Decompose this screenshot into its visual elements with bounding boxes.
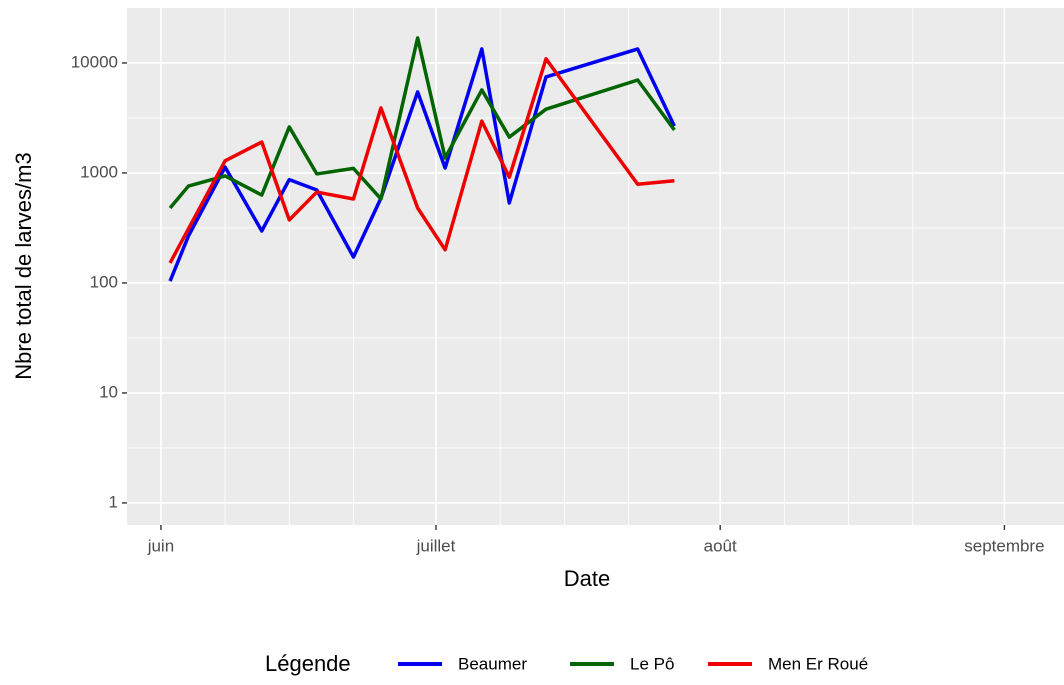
data-line (168, 57, 675, 264)
y-tick-label: 10 (99, 382, 118, 401)
x-axis-title: Date (564, 566, 610, 591)
y-tick-label: 1000 (80, 162, 118, 181)
legend-title: Légende (265, 651, 351, 676)
x-tick-label: juin (147, 536, 174, 555)
y-tick-label: 100 (90, 272, 118, 291)
y-axis-title: Nbre total de larves/m3 (11, 152, 36, 379)
legend-label: Beaumer (458, 654, 527, 673)
panel-background (127, 8, 1064, 525)
legend-label: Men Er Roué (768, 654, 868, 673)
plot-lines (168, 36, 676, 282)
y-tick-label: 10000 (71, 52, 118, 71)
x-tick-label: août (704, 536, 737, 555)
x-tick-label: juillet (416, 536, 456, 555)
data-line (168, 36, 676, 210)
x-tick-label: septembre (964, 536, 1044, 555)
legend-label: Le Pô (630, 654, 674, 673)
y-tick-label: 1 (109, 492, 118, 511)
